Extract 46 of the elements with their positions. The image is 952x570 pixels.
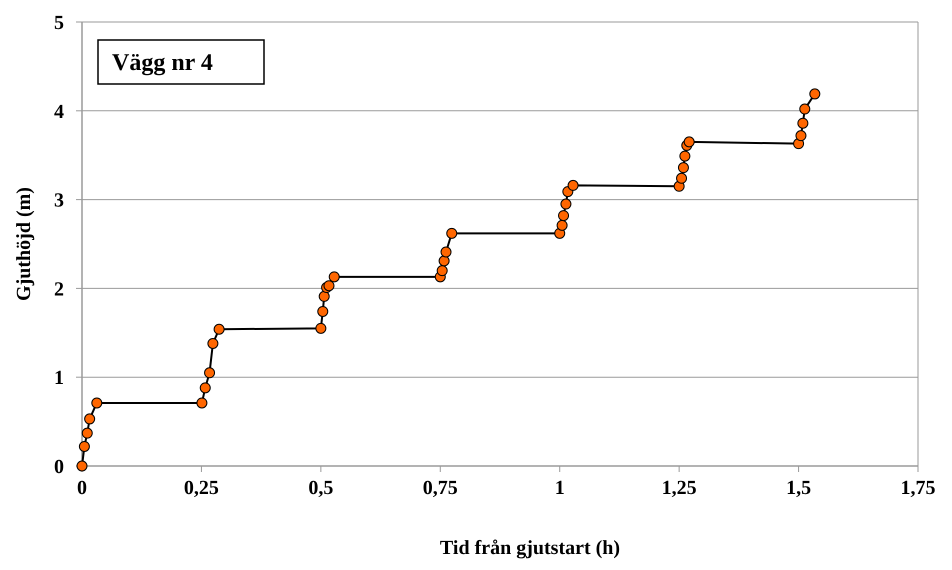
point [200, 382, 211, 394]
point [91, 397, 102, 408]
point [440, 246, 452, 258]
y-tick-label: 3 [54, 190, 64, 212]
x-tick-label: 0,25 [184, 477, 219, 499]
point [328, 271, 340, 282]
x-tick-label: 0 [77, 477, 87, 499]
point [795, 130, 806, 142]
y-tick-label: 5 [54, 12, 64, 34]
point [204, 367, 216, 378]
x-axis-title: Tid från gjutstart (h) [440, 537, 620, 559]
point [84, 413, 96, 424]
point [214, 324, 225, 335]
point [317, 306, 328, 317]
annotation: Vägg nr 4 [112, 50, 213, 76]
point [438, 255, 450, 266]
point [82, 428, 93, 439]
point [196, 397, 208, 408]
x-tick-label: 0,5 [308, 477, 334, 499]
point [556, 220, 568, 231]
x-tick-label: 1,75 [900, 477, 936, 499]
x-tick-label: 1 [554, 477, 565, 499]
point [436, 265, 448, 276]
y-axis-title: Gjuthöjd (m) [13, 187, 35, 301]
point [78, 440, 90, 452]
point [809, 88, 820, 100]
x-tick-label: 1,25 [662, 477, 697, 499]
point [797, 118, 808, 129]
point [679, 150, 690, 162]
point [799, 104, 810, 115]
x-tick-label: 0,75 [422, 477, 458, 499]
y-tick-label: 4 [54, 100, 64, 123]
y-tick-label: 0 [54, 456, 64, 478]
point [678, 162, 689, 174]
point [568, 180, 579, 191]
point [446, 228, 458, 239]
y-tick-label: 2 [54, 278, 64, 300]
point [315, 322, 326, 334]
point [684, 136, 695, 148]
point [318, 290, 330, 302]
point [558, 210, 570, 222]
point [560, 198, 572, 210]
point [207, 338, 218, 349]
x-tick-label: 1,5 [786, 477, 812, 499]
y-tick-label: 1 [54, 367, 64, 390]
point [676, 172, 688, 184]
